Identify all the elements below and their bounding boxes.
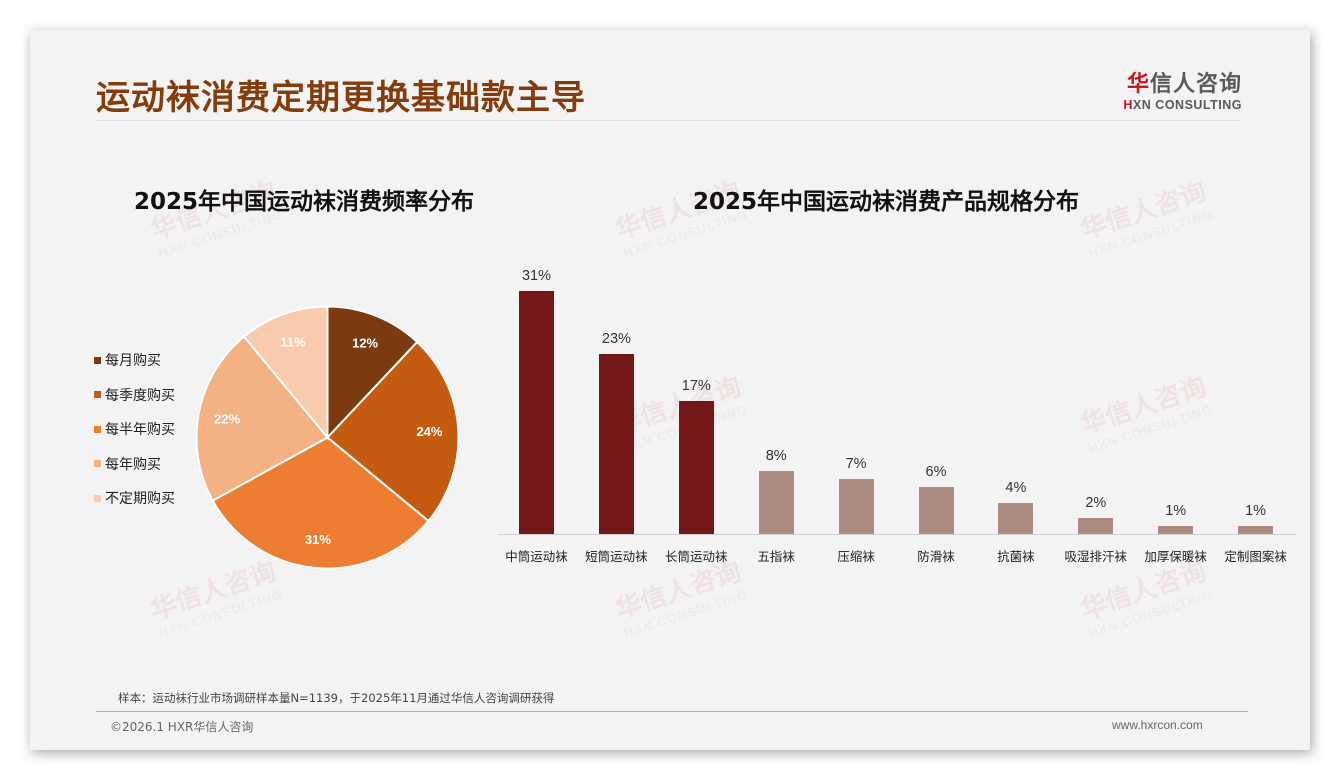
legend-swatch <box>94 425 101 433</box>
x-axis-tick-label: 加厚保暖袜 <box>1144 549 1207 564</box>
bar-chart: 31% 中筒运动袜 23% 短筒运动袜 17% 长筒运动袜 8% 五指袜 7% 压缩袜 6% 防滑袜 4… <box>498 260 1298 580</box>
bar <box>1238 526 1274 534</box>
bar <box>758 471 794 534</box>
bar <box>1078 518 1114 534</box>
legend-label: 每月购买 <box>105 353 161 370</box>
logo-cn: 华信人咨询 <box>1126 72 1242 97</box>
legend-label: 每半年购买 <box>105 422 175 439</box>
legend-label: 每季度购买 <box>105 387 175 404</box>
bar-value-label: 1% <box>1165 503 1187 520</box>
pie-slice-label: 24% <box>416 424 442 439</box>
legend-swatch <box>94 460 101 468</box>
pie-chart: 12% 24% 31% 22% 11% <box>195 305 460 570</box>
legend-item: 每月购买 <box>94 343 175 378</box>
bar <box>838 479 874 534</box>
bar-value-label: 17% <box>681 377 711 394</box>
pie-legend: 每月购买每季度购买每半年购买每年购买不定期购买 <box>94 343 175 516</box>
legend-swatch <box>94 356 101 364</box>
legend-label: 每年购买 <box>105 456 161 473</box>
bar-value-label: 2% <box>1085 495 1107 512</box>
bar-value-label: 6% <box>925 463 947 480</box>
legend-label: 不定期购买 <box>105 491 175 508</box>
x-axis-tick-label: 防滑袜 <box>917 549 955 564</box>
pie-slice <box>326 340 460 523</box>
pie-slice <box>195 335 330 502</box>
bar-value-label: 31% <box>521 267 552 284</box>
title-divider <box>96 120 1240 121</box>
bar-value-label: 1% <box>1245 503 1267 520</box>
legend-swatch <box>94 391 101 399</box>
legend-item: 不定期购买 <box>94 481 175 516</box>
x-axis-tick-label: 压缩袜 <box>837 549 875 564</box>
x-axis-tick-label: 中筒运动袜 <box>505 549 568 564</box>
x-axis-tick-label: 抗菌袜 <box>997 549 1035 564</box>
pie-slice <box>242 305 329 441</box>
legend-item: 每季度购买 <box>94 378 175 413</box>
legend-item: 每半年购买 <box>94 412 175 447</box>
pie-slice-label: 31% <box>305 532 331 547</box>
company-logo: 华信人咨询 HXN CONSULTING <box>1112 66 1242 112</box>
legend-item: 每年购买 <box>94 447 175 482</box>
pie-slice-label: 11% <box>280 334 306 349</box>
copyright: ©2026.1 HXR华信人咨询 <box>110 720 254 734</box>
bar <box>998 502 1034 534</box>
x-axis-tick-label: 定制图案袜 <box>1224 549 1287 564</box>
slide: 华信人咨询 HXN CONSULTING 华信人咨询 HXN CONSULTING 华信… <box>30 30 1310 750</box>
x-axis-tick-label: 吸湿排汗袜 <box>1064 549 1128 564</box>
pie-slice-label: 22% <box>214 411 240 426</box>
bar-value-label: 23% <box>601 330 631 347</box>
bar <box>598 353 634 534</box>
x-axis-line <box>498 534 1296 535</box>
pie-slice <box>326 305 419 441</box>
bar-value-label: 4% <box>1005 479 1027 496</box>
bar-value-label: 8% <box>765 448 787 465</box>
bar <box>918 486 954 534</box>
footer-divider <box>96 711 1248 712</box>
pie-slice-label: 12% <box>352 335 378 350</box>
x-axis-tick-label: 长筒运动袜 <box>665 549 728 564</box>
source-note: 样本：运动袜行业市场调研样本量N=1139，于2025年11月通过华信人咨询调研… <box>118 691 555 705</box>
bar <box>678 400 714 534</box>
bar <box>1158 526 1194 534</box>
logo-en: HXN CONSULTING <box>1123 98 1242 112</box>
page-title: 运动袜消费定期更换基础款主导 <box>96 78 586 118</box>
bar <box>519 290 554 534</box>
pie-chart-title: 2025年中国运动袜消费频率分布 <box>134 189 475 215</box>
pie-slice <box>211 436 430 570</box>
bar-chart-title: 2025年中国运动袜消费产品规格分布 <box>693 189 1080 215</box>
x-axis-tick-label: 短筒运动袜 <box>585 549 648 564</box>
x-axis-tick-label: 五指袜 <box>757 549 795 564</box>
website-link[interactable]: www.hxrcon.com <box>1112 718 1203 732</box>
legend-swatch <box>94 494 101 502</box>
bar-value-label: 7% <box>845 456 867 473</box>
